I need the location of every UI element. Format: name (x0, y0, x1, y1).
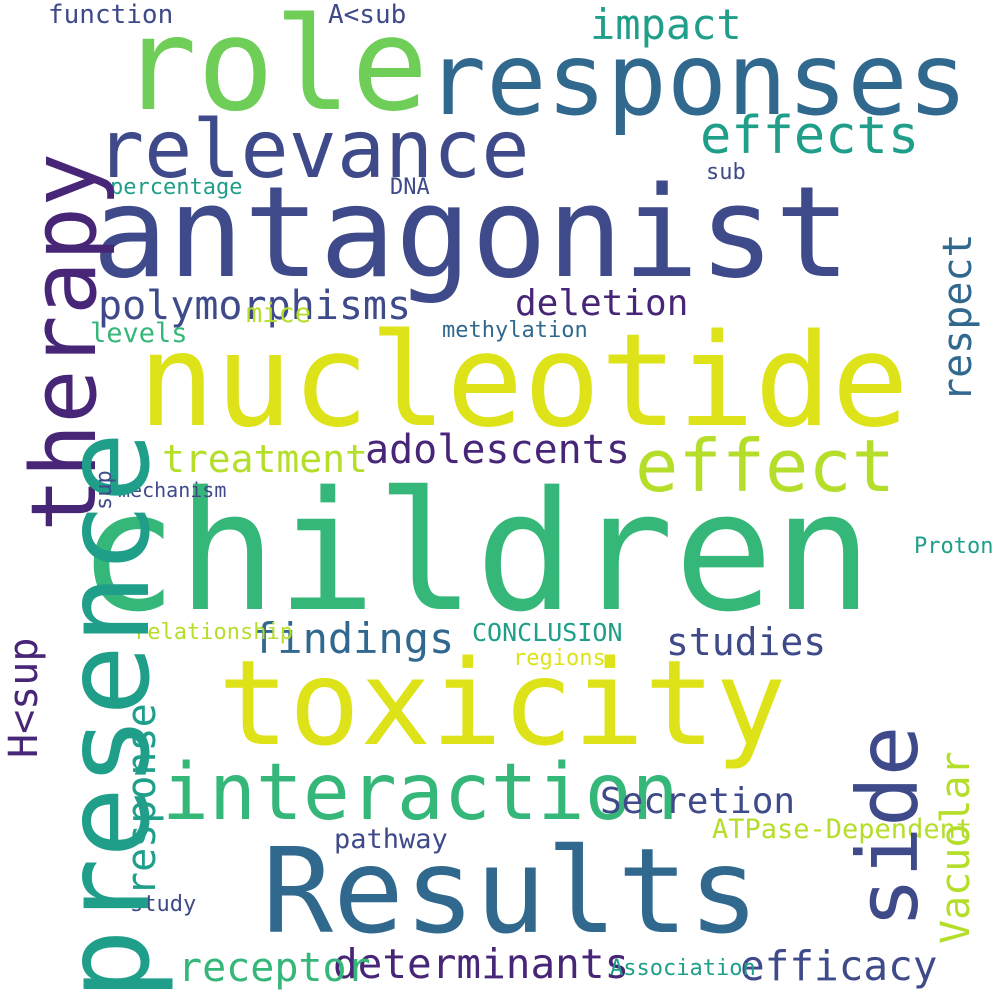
word-levels: treatment (162, 437, 368, 481)
word-toxicity: toxicity (218, 634, 787, 772)
word-nucleotide: nucleotide (138, 307, 909, 456)
word-determinants: deletion (515, 283, 689, 324)
word-therapy: relationship (134, 620, 293, 645)
word-sup: mechanism (118, 478, 227, 502)
word-atpase-dependent: DNA (390, 175, 430, 200)
word-regions: mice (246, 298, 312, 329)
word-response: Association (610, 956, 756, 981)
word-dna: studies (666, 620, 827, 664)
word-relationship: A<sub (328, 0, 407, 30)
word-percentage: CONCLUSION (472, 618, 623, 647)
word-treatment: adolescents (365, 427, 630, 473)
word-secretion: response (119, 703, 165, 896)
word-association: methylation (442, 318, 588, 343)
word-h-sup: study (130, 892, 197, 917)
word-mechanism: sup (92, 470, 117, 510)
word-studies: H<sup (1, 637, 47, 758)
word-children: children (78, 456, 873, 648)
word-presence: regions (513, 646, 606, 671)
word-conclusion: determinants (333, 940, 630, 988)
word-methylation: function (48, 0, 174, 30)
word-deletion: interaction (162, 748, 679, 838)
word-adolescents: impact (590, 0, 742, 49)
word-efficacy: respect (935, 233, 981, 402)
word-effects: effect (635, 424, 896, 508)
word-role: role (120, 0, 429, 140)
word-study: percentage (110, 175, 243, 200)
word-impact: side (839, 725, 937, 928)
word-proton: levels (90, 318, 188, 349)
word-side: Proton (914, 534, 994, 559)
word-sub: Secretion (600, 781, 796, 822)
word-mice: receptor (178, 945, 371, 991)
word-a-sub: polymorphisms (98, 283, 412, 329)
word-responses: responses (426, 21, 968, 138)
word-pathway: sub (706, 160, 746, 185)
word-polymorphisms: Vacuolar (933, 751, 979, 944)
word-vacuolar: pathway (334, 824, 448, 855)
word-interaction: relevance (96, 103, 530, 196)
word-results: Results (262, 822, 760, 960)
word-findings: effects (700, 106, 920, 166)
word-antagonist: antagonist (92, 159, 851, 306)
word-receptor: findings (252, 614, 455, 663)
word-respect: ATPase-Dependent (712, 814, 973, 845)
word-function: efficacy (740, 942, 938, 990)
